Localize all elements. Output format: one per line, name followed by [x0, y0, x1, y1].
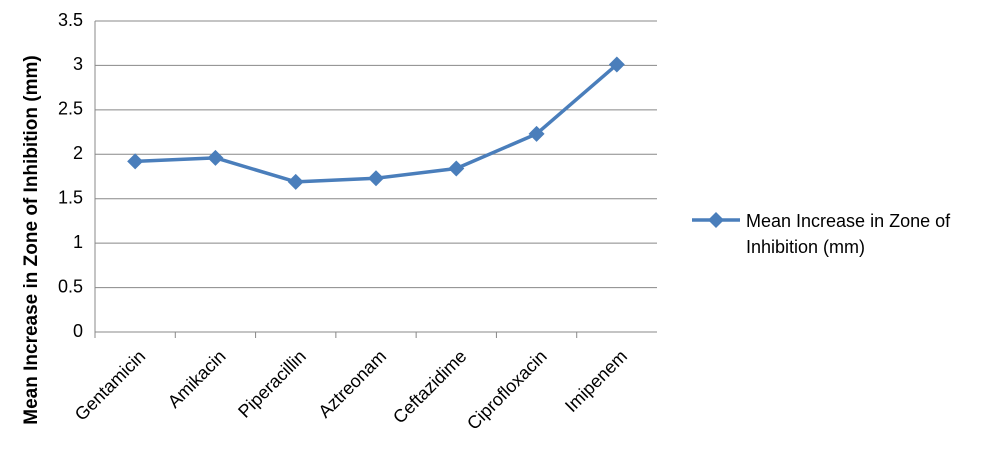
- x-tick-label: Ceftazidime: [389, 346, 470, 427]
- x-tick-label: Piperacillin: [234, 346, 310, 422]
- data-marker: [368, 170, 384, 187]
- data-marker: [287, 173, 304, 190]
- x-tick-label: Imipenem: [561, 346, 631, 416]
- y-tick-label: 3.5: [58, 10, 83, 30]
- legend-marker: [708, 212, 724, 228]
- y-tick-label: 2: [73, 143, 83, 163]
- x-tick-label: Amikacin: [164, 346, 230, 412]
- x-tick-label: Ciprofloxacin: [463, 346, 551, 434]
- data-marker: [127, 153, 144, 170]
- y-tick-label: 0: [73, 321, 83, 341]
- y-axis-title: Mean Increase in Zone of Inhibition (mm): [21, 55, 42, 424]
- y-tick-label: 3: [73, 54, 83, 74]
- y-tick-label: 2.5: [58, 99, 83, 119]
- y-tick-label: 1: [73, 232, 83, 252]
- x-tick-label: Aztreonam: [314, 346, 390, 422]
- x-tick-label: Gentamicin: [71, 346, 150, 425]
- data-marker: [528, 125, 545, 142]
- y-tick-label: 0.5: [58, 276, 83, 296]
- legend-label: Mean Increase in Zone of Inhibition (mm): [746, 211, 951, 257]
- data-marker: [448, 160, 465, 177]
- y-tick-label: 1.5: [58, 187, 83, 207]
- series-line: [135, 63, 619, 184]
- data-marker: [207, 149, 224, 166]
- data-marker: [608, 56, 625, 73]
